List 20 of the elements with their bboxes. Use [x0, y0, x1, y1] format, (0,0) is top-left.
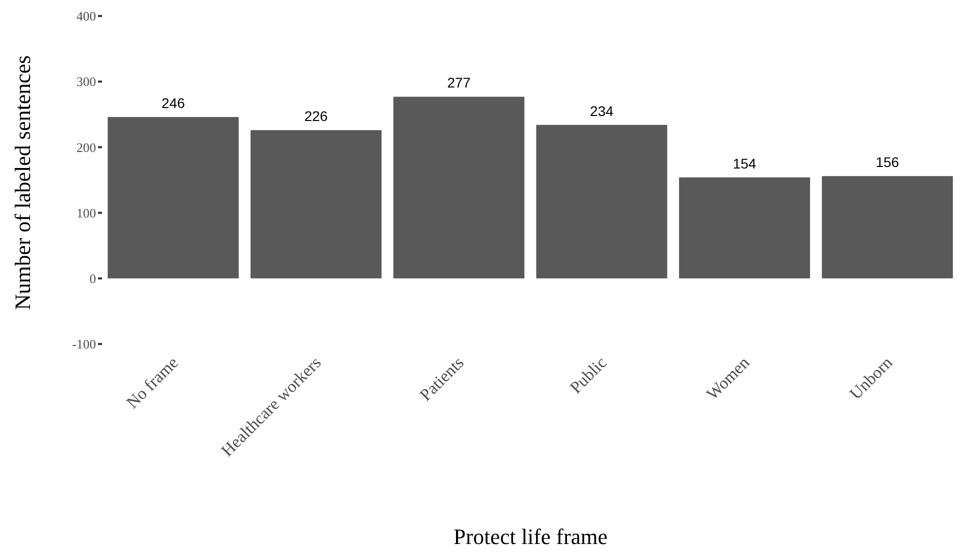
y-axis-title: Number of labeled sentences — [10, 55, 35, 310]
data-label: 246 — [162, 95, 186, 112]
bar — [250, 130, 382, 278]
y-tick-label: 100 — [76, 205, 96, 220]
x-axis-title: Protect life frame — [454, 524, 608, 549]
bar — [679, 177, 810, 278]
data-label: 277 — [447, 74, 471, 91]
bar — [393, 96, 524, 278]
bar — [536, 124, 668, 278]
y-tick-label: 0 — [90, 271, 96, 286]
data-label: 156 — [876, 154, 900, 170]
bar — [108, 117, 239, 278]
y-tick-label: 400 — [76, 8, 96, 24]
data-label: 226 — [304, 108, 328, 124]
y-tick-label: 300 — [76, 74, 96, 90]
y-tick-label: -100 — [72, 336, 96, 352]
bar — [822, 176, 953, 278]
y-tick-label: 200 — [76, 140, 96, 155]
data-label: 154 — [732, 155, 756, 172]
data-label: 234 — [590, 102, 614, 119]
